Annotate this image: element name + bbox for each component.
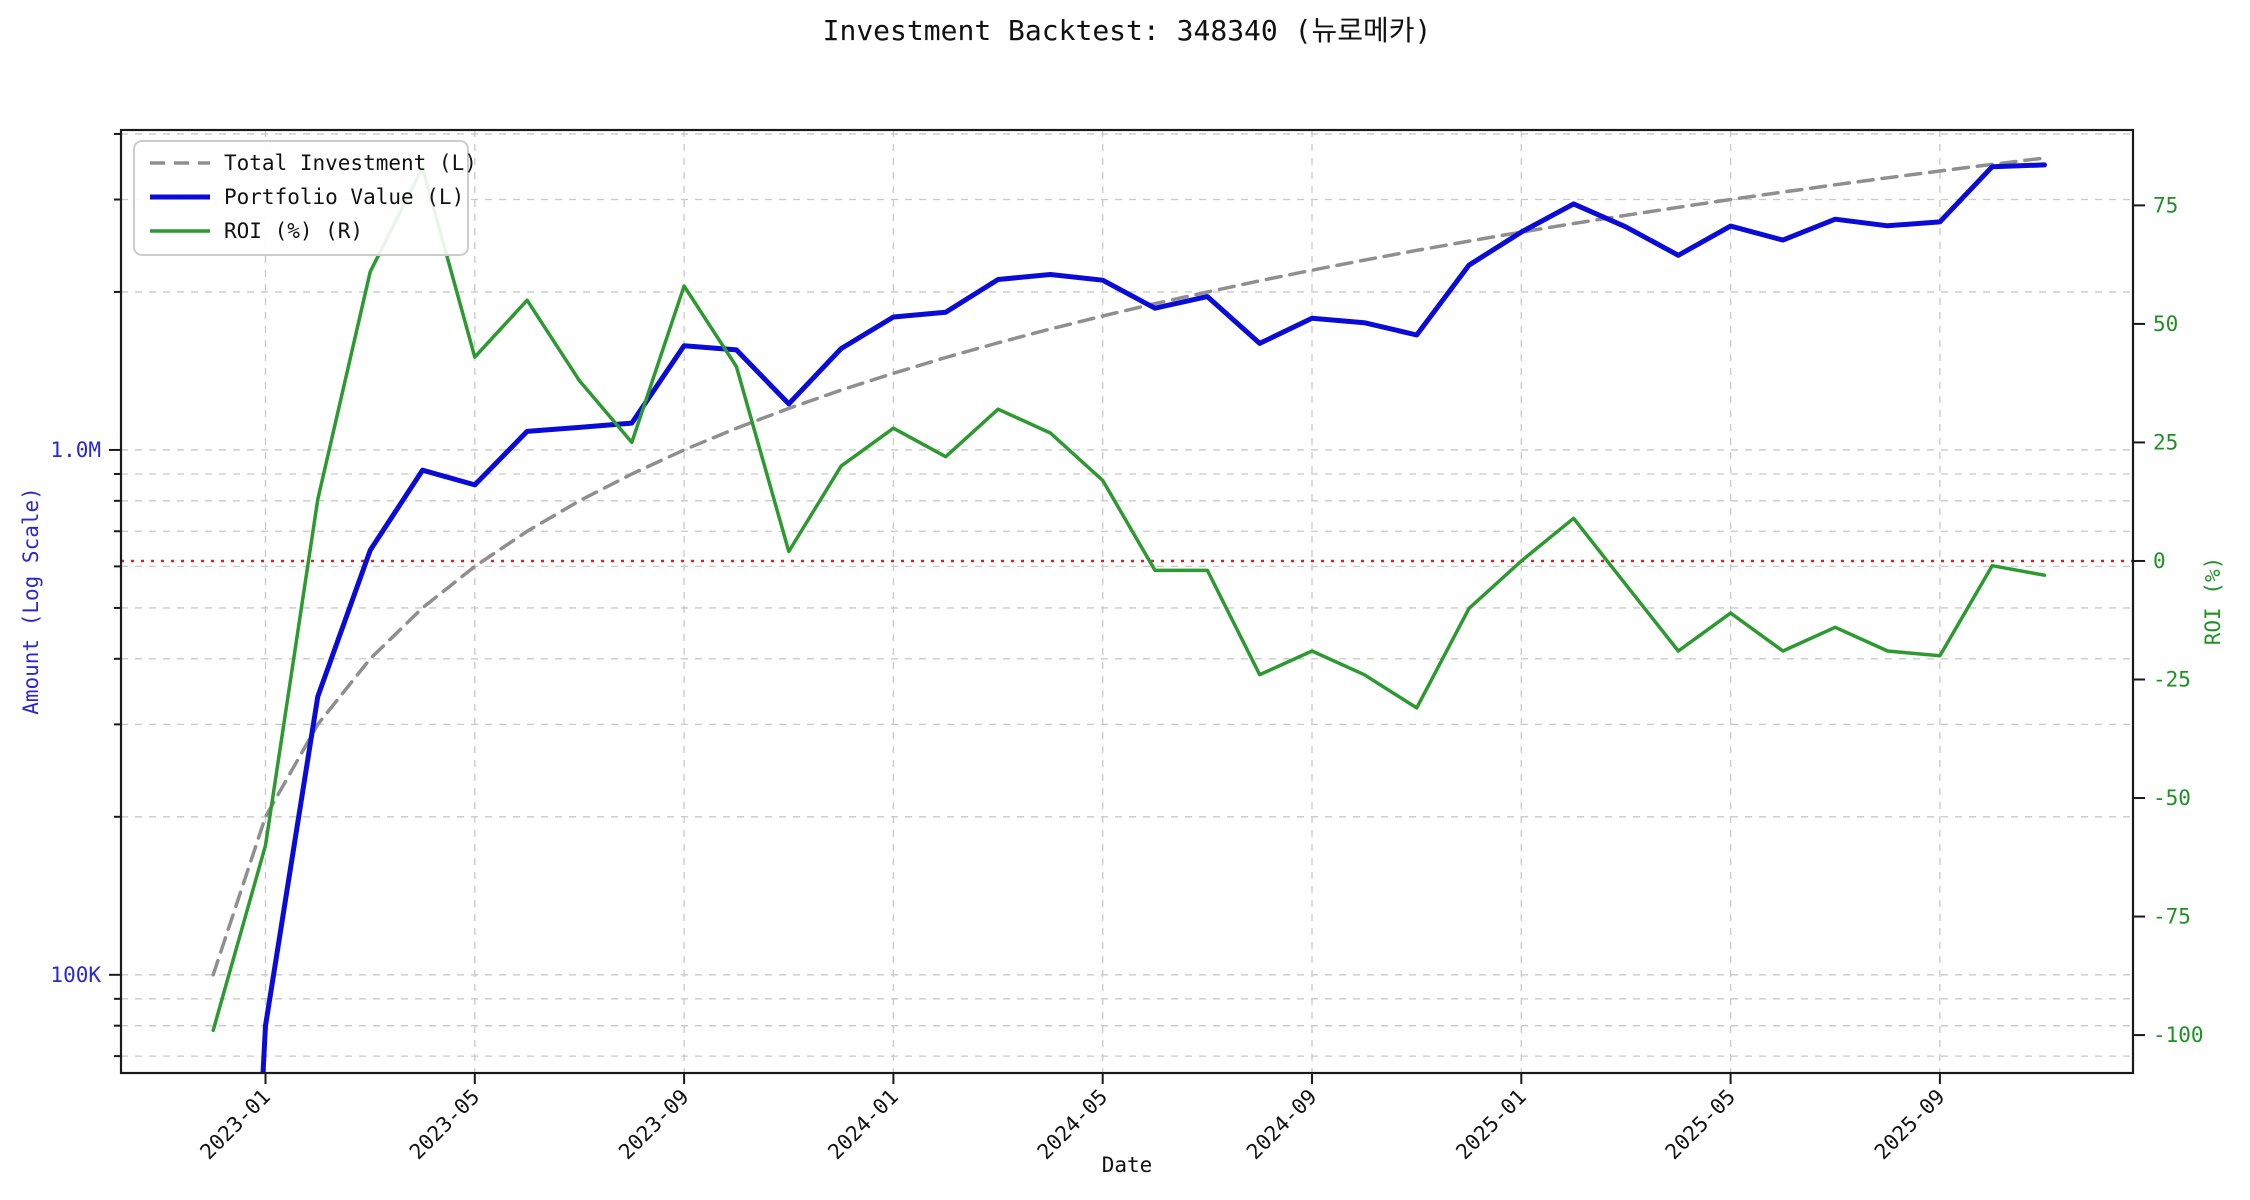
x-tick-label-2024-09: 2024-09 [1242, 1085, 1322, 1165]
left-tick-label-100K: 100K [50, 963, 101, 987]
x-tick-label-2024-05: 2024-05 [1033, 1085, 1113, 1165]
x-tick-labels: 2023-01 2023-05 2023-09 2024-01 2024-05 2024-… [195, 1085, 1949, 1165]
legend-item-total-investment: Total Investment (L) [150, 151, 477, 175]
legend-label: ROI (%) (R) [224, 219, 363, 243]
series-line-roi-r- [211, 165, 2047, 1033]
legend-item-portfolio-value: Portfolio Value (L) [150, 185, 464, 209]
right-tick-label--100: -100 [2153, 1023, 2204, 1047]
right-tick-label-0: 0 [2153, 549, 2166, 573]
x-tick-label-2023-05: 2023-05 [405, 1085, 485, 1165]
chart-title: Investment Backtest: 348340 (뉴로메카) [823, 14, 1432, 47]
plot-border [119, 128, 2135, 1075]
left-tick-labels: 100K 1.0M [50, 438, 101, 987]
right-tick-label-25: 25 [2153, 430, 2178, 454]
right-tick-label-50: 50 [2153, 312, 2178, 336]
gridlines [121, 130, 2133, 1073]
x-tick-label-2025-09: 2025-09 [1870, 1085, 1950, 1165]
x-tick-label-2025-05: 2025-05 [1661, 1085, 1741, 1165]
series-line-total-investment-l- [211, 156, 2047, 977]
right-tick-labels: 75 50 25 0 -25 -50 -75 -100 [2153, 193, 2204, 1047]
x-tick-label-2023-09: 2023-09 [614, 1085, 694, 1165]
right-tick-label-75: 75 [2153, 193, 2178, 217]
legend-item-roi: ROI (%) (R) [150, 219, 363, 243]
series-lines [211, 156, 2047, 1073]
legend: Total Investment (L) Portfolio Value (L)… [133, 140, 477, 256]
x-tick-label-2024-01: 2024-01 [823, 1085, 903, 1165]
right-tick-label--50: -50 [2153, 786, 2191, 810]
legend-label: Total Investment (L) [224, 151, 477, 175]
x-axis-label: Date [1102, 1153, 1153, 1177]
right-tick-label--25: -25 [2153, 667, 2191, 691]
left-tick-label-1.0M: 1.0M [50, 438, 101, 462]
y-axis-left-label: Amount (Log Scale) [19, 487, 43, 715]
y-axis-right-label: ROI (%) [2201, 557, 2225, 646]
axis-ticks [109, 132, 2145, 1084]
right-tick-label--75: -75 [2153, 905, 2191, 929]
legend-label: Portfolio Value (L) [224, 185, 464, 209]
x-tick-label-2025-01: 2025-01 [1451, 1085, 1531, 1165]
x-tick-label-2023-01: 2023-01 [195, 1085, 275, 1165]
legend-box [133, 140, 469, 256]
series-line-portfolio-value-l- [260, 162, 2047, 1073]
